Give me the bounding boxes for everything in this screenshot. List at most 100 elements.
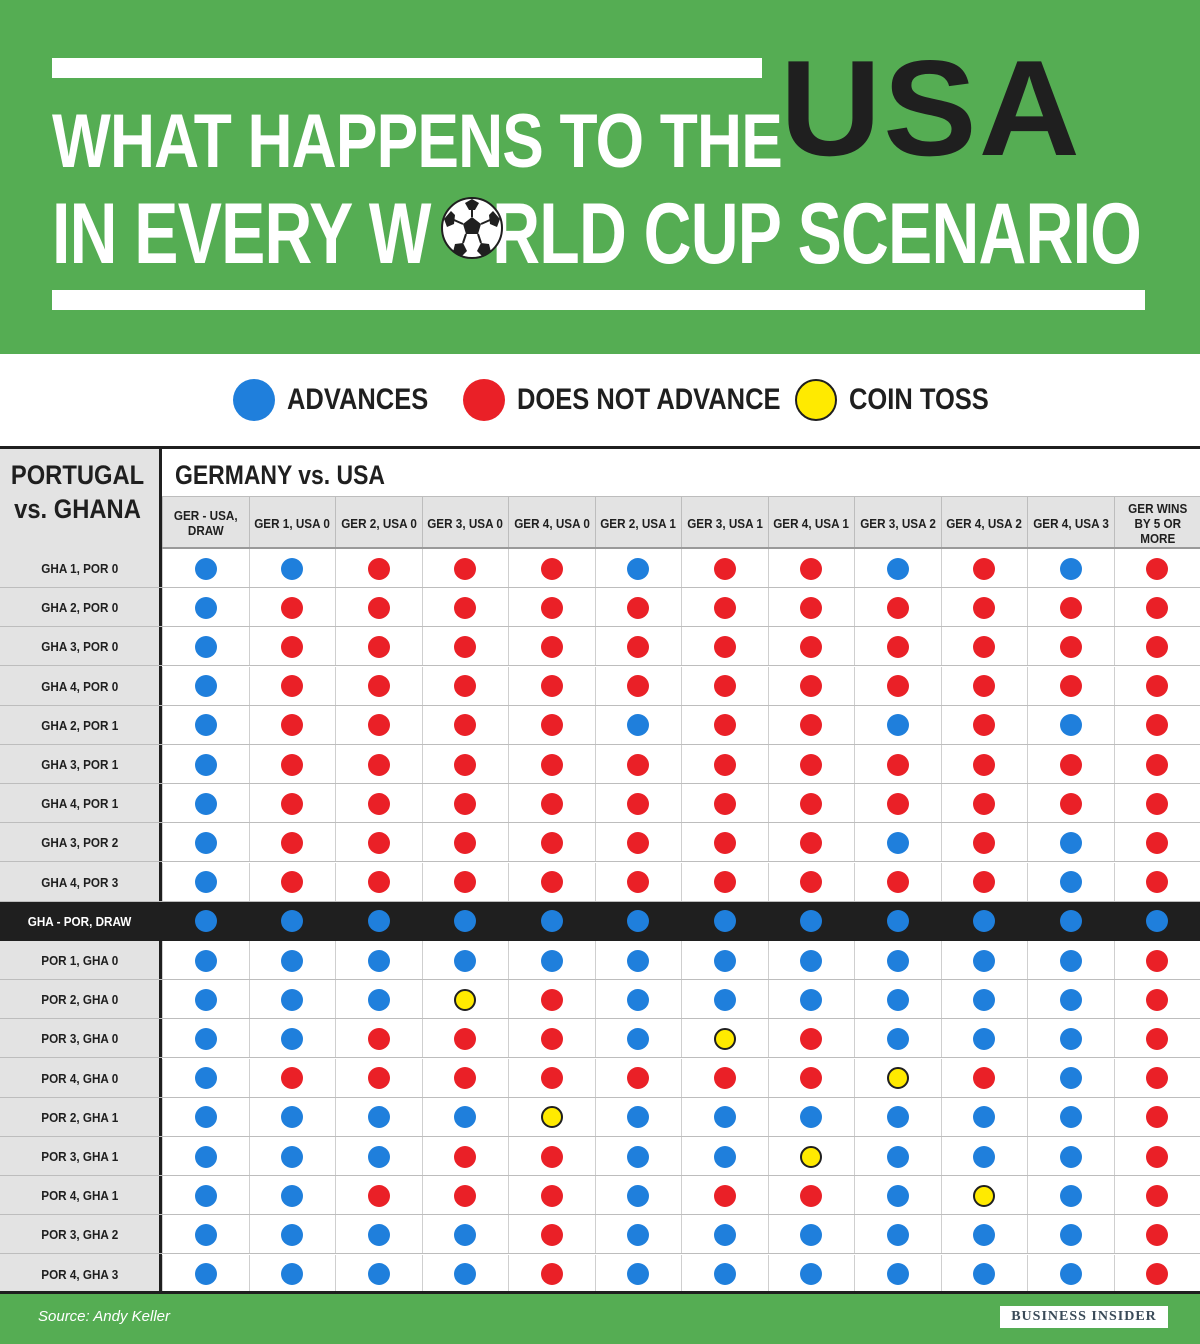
advances-dot [627,988,650,1011]
row-divider [0,1253,1200,1255]
does-not-advance-dot [713,635,736,658]
row-label-text: POR 3, GHA 1 [41,1149,118,1164]
table-cell [594,862,682,902]
advances-dot [1059,988,1082,1011]
row-label-text: POR 2, GHA 1 [41,1109,118,1125]
table-cell [1113,666,1200,706]
table-row: GHA 2, POR 0 [0,588,1200,628]
table-cell [1027,1215,1114,1255]
table-cell [335,1019,422,1059]
table-cell [1027,1097,1114,1137]
table-cell [421,1058,509,1098]
table-cell [594,823,682,863]
table-cell [854,1058,941,1098]
advances-dot [194,596,217,619]
table-cell [854,1137,941,1176]
table-cell [508,588,595,628]
row-label-text: POR 4, GHA 1 [41,1188,118,1204]
row-label-text: GHA - POR, DRAW [27,913,132,929]
table-cell [421,627,509,667]
advances-dot [281,1223,304,1246]
does-not-advance-dot [540,635,563,658]
does-not-advance-dot [1059,675,1082,698]
table-cell [508,1176,595,1216]
row-divider [0,1214,1200,1216]
table-cell [767,862,855,902]
does-not-advance-dot [1146,1106,1169,1129]
legend-coin-toss-label: COIN TOSS [849,383,989,416]
table-cell [335,1215,422,1255]
row-group-title: PORTUGAL vs. GHANA [10,460,145,524]
row-label: GHA 3, POR 2 [0,823,159,862]
table-cell [681,1176,768,1216]
does-not-advance-dot [713,871,736,894]
does-not-advance-dot [1146,675,1169,698]
does-not-advance-dot [540,1027,563,1050]
table-cell [248,745,336,784]
does-not-advance-dot [367,792,390,815]
table-cell [594,941,682,980]
coin-toss-dot [886,1067,909,1090]
table-cell [508,823,595,863]
advances-dot [886,1106,909,1129]
advances-dot [194,871,217,894]
advances-dot [973,1106,996,1129]
does-not-advance-dot [367,596,390,619]
table-cell [248,862,336,902]
table-cell [681,1215,768,1255]
advances-dot [194,1106,217,1129]
advances-dot [454,910,477,933]
does-not-advance-dot [800,557,823,580]
table-cell [1027,823,1114,863]
table-cell [594,1137,682,1176]
table-cell [594,1254,682,1294]
row-label-text: POR 2, GHA 0 [41,992,118,1008]
table-top-rule [0,446,1200,449]
advances-dot [886,1184,909,1207]
does-not-advance-dot [367,557,390,580]
advances-dot [454,1223,477,1246]
table-cell [162,862,249,902]
does-not-advance-dot [973,596,996,619]
table-row-header-divider [159,449,162,1294]
table-cell [594,1019,682,1059]
table-cell [421,862,509,902]
table-cell [854,1097,941,1137]
table-cell [681,588,768,628]
advances-dot [973,949,996,972]
table-cell [767,1058,855,1098]
advances-dot [454,1263,477,1286]
table-row: POR 1, GHA 0 [0,941,1200,980]
table-row: GHA 1, POR 0 [0,549,1200,588]
table-cell [940,745,1028,784]
column-header: GER 1, USA 0 [248,497,336,549]
row-label-text: GHA 4, POR 1 [41,796,118,812]
row-label: GHA 2, POR 0 [0,588,159,627]
does-not-advance-dot [800,1184,823,1207]
does-not-advance-dot [367,871,390,894]
table-cell [421,588,509,628]
advances-dot [800,1263,823,1286]
row-label: GHA 4, POR 0 [0,667,159,706]
column-header-label: GER 3, USA 1 [686,515,763,531]
column-header-label: GER 4, USA 0 [513,515,590,531]
table-cell [940,1215,1028,1255]
table-cell [335,1137,422,1176]
table-cell [1113,980,1200,1020]
table-cell [248,1058,336,1098]
does-not-advance-dot [886,753,909,776]
table-cell [1113,941,1200,980]
table-cell [162,627,249,667]
column-header-label: GER 3, USA 2 [859,515,936,531]
table-cell [421,1019,509,1059]
row-label-text: GHA 3, POR 0 [41,639,118,655]
table-row: GHA 4, POR 1 [0,784,1200,824]
advances-dot [1059,1223,1082,1246]
advances-dot [281,1106,304,1129]
advances-dot [1059,1184,1082,1207]
advances-dot [194,1223,217,1246]
table-cell [854,745,941,784]
does-not-advance-dot [367,714,390,737]
table-cell [594,666,682,706]
column-header-rule [162,547,1200,549]
